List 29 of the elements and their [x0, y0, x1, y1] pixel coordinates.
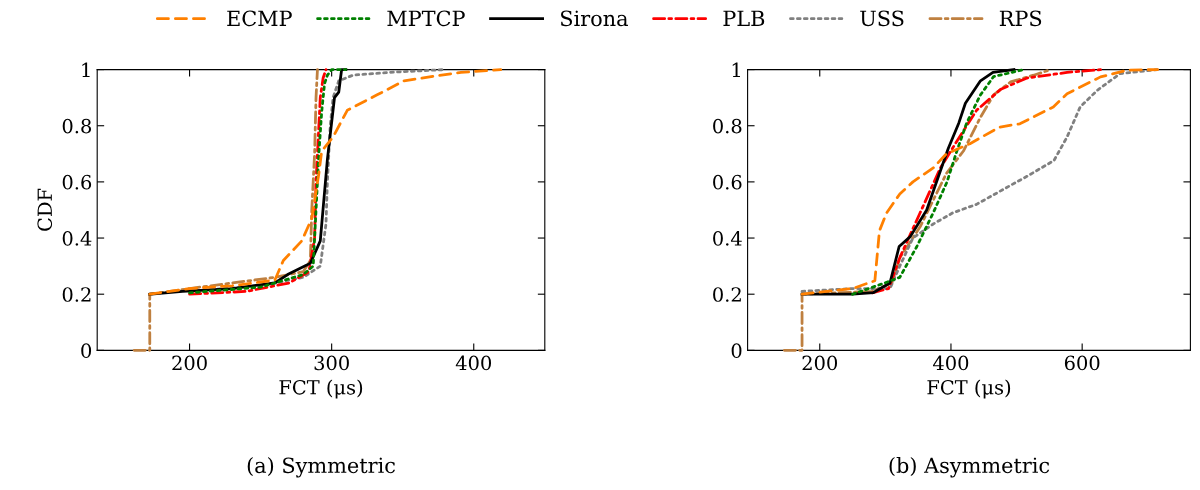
x-axis-title: FCT (μs) [279, 379, 363, 399]
y-axis-title: CDF [37, 188, 53, 231]
y-tick-label: 0.6 [62, 174, 92, 190]
x-tick-label: 400 [455, 355, 492, 371]
x-tick-label: 200 [802, 355, 838, 371]
x-tick-label: 400 [933, 355, 969, 371]
legend-label: PLB [723, 10, 765, 26]
legend-label: ECMP [227, 10, 292, 27]
y-tick-label: 0.6 [713, 174, 742, 190]
text: (b) Asymmetric [889, 457, 1050, 478]
y-tick-label: 0.4 [62, 231, 92, 246]
y-tick-label: 0.4 [713, 231, 742, 246]
y-tick-label: 0.8 [713, 118, 742, 134]
x-tick-label: 300 [314, 355, 349, 371]
legend-label: USS [860, 10, 904, 27]
y-tick-label: 1 [82, 62, 90, 77]
y-tick-label: 0 [81, 343, 92, 359]
text: (a) Symmetric [247, 457, 395, 478]
x-axis-title: FCT (μs) [927, 379, 1011, 399]
legend-label: MPTCP [387, 10, 465, 27]
y-tick-label: 0 [731, 343, 742, 359]
y-tick-label: 0.2 [713, 287, 741, 302]
legend-label: Sirona [561, 10, 628, 27]
x-tick-label: 200 [172, 355, 207, 371]
y-tick-label: 1 [732, 62, 740, 77]
x-tick-label: 600 [1064, 355, 1100, 371]
y-tick-label: 0.2 [62, 287, 91, 302]
legend-label: RPS [999, 10, 1042, 27]
y-tick-label: 0.8 [62, 118, 92, 134]
